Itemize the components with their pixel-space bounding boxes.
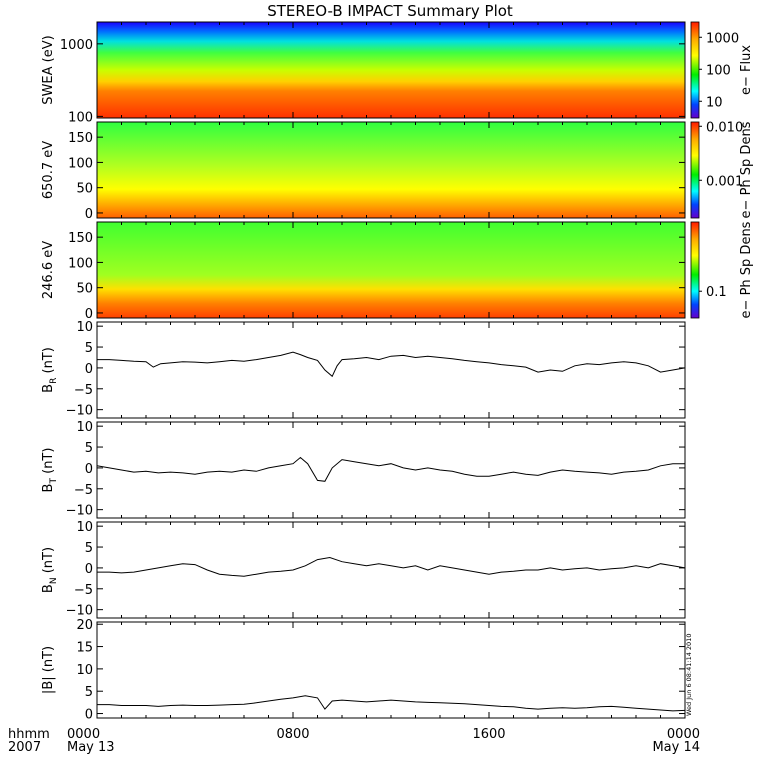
y-tick-label: 20 xyxy=(76,618,93,633)
x-tick-label: 1600 xyxy=(472,727,505,742)
y-tick-label: 10 xyxy=(76,663,93,678)
x-tick-label: 0000 xyxy=(667,727,700,742)
y-tick-label: 150 xyxy=(68,231,93,246)
y-tick-label: 0 xyxy=(85,307,93,322)
x-tick-sublabel: May 14 xyxy=(652,740,700,755)
colorbar-tick-label: 0.001 xyxy=(706,174,743,189)
y-tick-label: 5 xyxy=(85,541,93,556)
y-tick-label: 15 xyxy=(76,641,93,656)
y-tick-label: 0 xyxy=(85,708,93,723)
y-tick-label: 50 xyxy=(76,182,93,197)
colorbar-label: e− Ph Sp Dens xyxy=(739,121,754,218)
y-tick-label: 50 xyxy=(76,282,93,297)
y-axis-label: |B| (nT) xyxy=(41,646,56,694)
y-tick-label: 0 xyxy=(85,462,93,477)
y-tick-label: −5 xyxy=(74,583,93,598)
y-tick-label: 0 xyxy=(85,362,93,377)
y-axis-label: BT (nT) xyxy=(41,448,59,493)
spectrogram-pad246 xyxy=(97,222,685,318)
x-tick-sublabel: May 13 xyxy=(67,740,115,755)
y-axis-label: BR (nT) xyxy=(41,347,59,393)
panel-br: −10 −5 0 5 10 BR (nT) xyxy=(41,320,686,419)
y-tick-label: 0 xyxy=(85,207,93,222)
y-tick-label: 0 xyxy=(85,562,93,577)
time-axis-row1-label: hhmm xyxy=(8,727,50,742)
y-tick-label: −10 xyxy=(66,404,93,419)
series-line-bt xyxy=(96,456,685,482)
y-tick-label: 5 xyxy=(85,441,93,456)
y-tick-label: 100 xyxy=(68,110,93,125)
y-tick-label: −5 xyxy=(74,483,93,498)
colorbar-pad650 xyxy=(690,121,700,219)
colorbar-tick-label: 100 xyxy=(706,63,731,78)
panel-frame xyxy=(96,321,686,419)
y-tick-label: 100 xyxy=(68,156,93,171)
y-tick-label: 10 xyxy=(76,320,93,335)
y-tick-label: 5 xyxy=(85,685,93,700)
colorbar-tick-label: 10 xyxy=(706,95,723,110)
colorbar-swea xyxy=(690,21,700,119)
colorbar-tick-label: 0.010 xyxy=(706,120,743,135)
series-line-bmag xyxy=(97,695,686,712)
panel-bt: −10 −5 0 5 10 BT (nT) xyxy=(41,420,686,519)
y-tick-label: 150 xyxy=(68,131,93,146)
y-tick-label: 5 xyxy=(85,341,93,356)
panel-bn: −10 −5 0 5 10 BN (nT) xyxy=(41,520,686,619)
y-tick-label: 10 xyxy=(76,520,93,535)
panel-pad246: 0.1 e− Ph Sp Dens 0 50 100 150 246.6 eV xyxy=(41,221,754,322)
series-line-bn xyxy=(97,556,686,577)
panel-frame xyxy=(96,621,686,719)
chart-title: STEREO-B IMPACT Summary Plot xyxy=(267,2,513,20)
y-tick-label: 100 xyxy=(68,256,93,271)
y-tick-label: 1000 xyxy=(60,38,93,53)
colorbar-label: e− Flux xyxy=(739,45,754,95)
spectrogram-swea xyxy=(97,22,685,118)
y-axis-label: BN (nT) xyxy=(41,547,59,593)
y-tick-label: −10 xyxy=(66,604,93,619)
series-line-br xyxy=(97,351,686,378)
timestamp-stamp: Wed Jun 6 08:41:14 2010 xyxy=(685,634,693,716)
y-axis-label: 246.6 eV xyxy=(41,241,56,299)
x-tick-label: 0000 xyxy=(67,727,100,742)
y-axis-label: 650.7 eV xyxy=(41,141,56,199)
spectrogram-pad650 xyxy=(97,122,685,218)
colorbar-label: e− Ph Sp Dens xyxy=(739,221,754,318)
y-tick-label: 10 xyxy=(76,420,93,435)
time-axis-row2-label: 2007 xyxy=(8,740,41,755)
colorbar-pad246 xyxy=(690,221,700,319)
colorbar-tick-label: 1000 xyxy=(706,31,739,46)
panel-bmag: 0 5 10 15 20 |B| (nT) xyxy=(41,618,686,723)
y-tick-label: −5 xyxy=(74,383,93,398)
y-tick-label: −10 xyxy=(66,504,93,519)
panel-frame xyxy=(96,421,686,519)
y-axis-label: SWEA (eV) xyxy=(41,35,56,104)
colorbar-tick-label: 0.1 xyxy=(706,285,727,300)
x-tick-label: 0800 xyxy=(276,727,309,742)
